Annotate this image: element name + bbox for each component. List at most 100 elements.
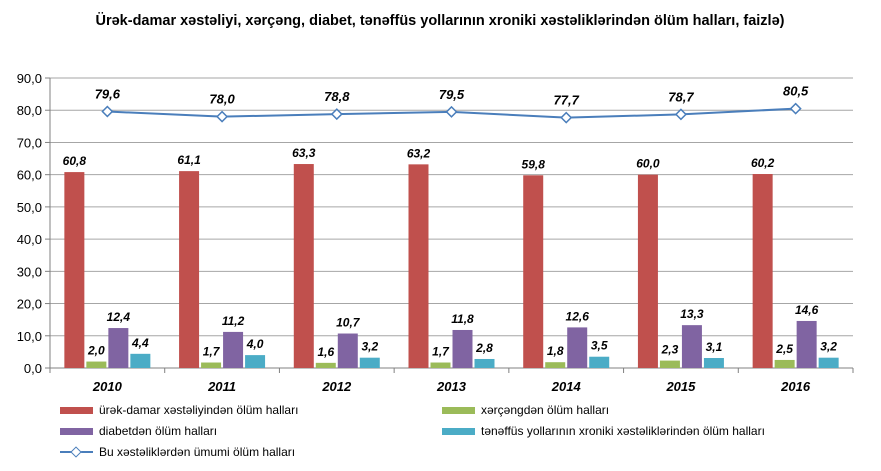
- bar: [681, 325, 702, 368]
- bar-value-label: 14,6: [795, 303, 819, 317]
- bar-value-label: 63,2: [407, 146, 431, 160]
- y-tick-label: 30,0: [17, 264, 42, 279]
- x-tick-label: 2010: [92, 379, 123, 394]
- bar: [293, 164, 314, 368]
- bar-value-label: 12,6: [566, 309, 590, 323]
- line-value-label: 78,8: [324, 89, 350, 104]
- bar-value-label: 59,8: [522, 157, 546, 171]
- bar-value-label: 4,4: [131, 336, 149, 350]
- bar: [201, 362, 222, 368]
- bar: [359, 357, 380, 368]
- bar-value-label: 11,8: [451, 312, 474, 326]
- bar-value-label: 1,6: [317, 345, 334, 359]
- x-tick-label: 2013: [436, 379, 467, 394]
- line-value-label: 78,7: [668, 89, 694, 104]
- bar: [567, 327, 588, 368]
- bar-value-label: 10,7: [336, 316, 361, 330]
- bar: [179, 171, 200, 368]
- legend-item-respiratory: tənəffüs yollarının xroniki xəstəlikləri…: [442, 423, 765, 439]
- line-marker: [674, 108, 687, 121]
- bar-value-label: 3,5: [591, 339, 608, 353]
- legend-item-heart: ürək-damar xəstəliyindən ölüm halları: [60, 402, 298, 418]
- bar: [108, 328, 129, 368]
- line-value-label: 79,5: [439, 87, 465, 102]
- legend-item-cancer: xərçəngdən ölüm halları: [442, 402, 609, 418]
- y-tick-label: 20,0: [17, 297, 42, 312]
- x-tick-label: 2011: [207, 379, 236, 394]
- bar-value-label: 3,2: [361, 340, 378, 354]
- bar: [637, 174, 658, 368]
- bar-value-label: 3,1: [706, 340, 723, 354]
- bar: [130, 353, 151, 368]
- legend-swatch-heart: [60, 406, 93, 414]
- bar-value-label: 63,3: [292, 146, 316, 160]
- line-marker: [330, 108, 343, 121]
- bar: [774, 359, 795, 368]
- bar-value-label: 2,8: [475, 341, 493, 355]
- bar: [245, 355, 266, 368]
- y-tick-label: 10,0: [17, 329, 42, 344]
- bar: [223, 331, 244, 368]
- line-value-label: 77,7: [554, 93, 580, 108]
- bar-value-label: 60,2: [751, 156, 775, 170]
- bar: [408, 164, 429, 368]
- line-value-label: 79,6: [95, 87, 121, 102]
- bar-value-label: 60,0: [636, 157, 660, 171]
- legend-label-diabetes: diabetdən ölüm halları: [99, 424, 218, 438]
- legend-swatch-diabetes: [60, 427, 93, 435]
- legend-swatch-cancer: [442, 406, 475, 414]
- legend-label-heart: ürək-damar xəstəliyindən ölüm halları: [99, 403, 299, 417]
- bar: [818, 357, 839, 368]
- bar-value-label: 1,8: [547, 344, 564, 358]
- chart-plot: 0,0 10,0 20,0 30,0 40,0 50,0 60,0 70,0 80,0 90,0 6…: [17, 71, 854, 394]
- chart-title: Ürək-damar xəstəliyi, xərçəng, diabet, t…: [95, 13, 785, 29]
- line-value-label: 78,0: [209, 92, 235, 107]
- bar: [659, 360, 680, 368]
- x-tick-label: 2012: [321, 379, 352, 394]
- bar: [703, 358, 724, 368]
- bar-value-label: 61,1: [177, 153, 201, 167]
- bar: [752, 174, 773, 368]
- bar-value-label: 4,0: [246, 337, 264, 351]
- bar: [589, 356, 610, 368]
- legend-swatch-respiratory: [442, 427, 475, 435]
- x-tick-label: 2016: [780, 379, 811, 394]
- bar: [430, 362, 451, 368]
- line-marker: [216, 110, 229, 123]
- legend-label-total: Bu xəstəliklərdən ümumi ölüm halları: [99, 445, 296, 459]
- chart-legend: ürək-damar xəstəliyindən ölüm halları xə…: [44, 400, 864, 466]
- legend-item-total: Bu xəstəliklərdən ümumi ölüm halları: [60, 444, 295, 460]
- bar: [523, 175, 544, 368]
- y-tick-label: 50,0: [17, 200, 42, 215]
- y-tick-label: 80,0: [17, 103, 42, 118]
- bar-value-label: 3,2: [820, 340, 837, 354]
- y-tick-label: 60,0: [17, 168, 42, 183]
- line-marker: [445, 105, 458, 118]
- bar-value-label: 2,0: [87, 344, 105, 358]
- bar-value-label: 11,2: [222, 314, 245, 328]
- bar-value-label: 2,5: [775, 342, 793, 356]
- x-tick-label: 2015: [665, 379, 696, 394]
- y-tick-label: 40,0: [17, 232, 42, 247]
- line-value-label: 80,5: [783, 84, 809, 99]
- line-marker: [560, 111, 573, 124]
- bar-value-label: 12,4: [107, 310, 131, 324]
- line-marker: [789, 102, 802, 115]
- bar-value-label: 2,3: [661, 343, 679, 357]
- bar: [337, 333, 358, 368]
- bar-value-label: 13,3: [680, 307, 704, 321]
- y-tick-label: 70,0: [17, 135, 42, 150]
- x-tick-label: 2014: [551, 379, 582, 394]
- bar: [315, 362, 336, 368]
- y-tick-label: 0,0: [24, 361, 42, 376]
- y-tick-label: 90,0: [17, 71, 42, 86]
- bar-value-label: 1,7: [432, 345, 450, 359]
- bar-value-label: 60,8: [63, 154, 87, 168]
- bar: [86, 361, 107, 368]
- legend-label-respiratory: tənəffüs yollarının xroniki xəstəlikləri…: [481, 424, 765, 438]
- bar: [796, 320, 817, 368]
- bar-value-label: 1,7: [203, 345, 221, 359]
- legend-item-diabetes: diabetdən ölüm halları: [60, 423, 217, 439]
- bar: [474, 358, 495, 368]
- bar: [64, 172, 85, 368]
